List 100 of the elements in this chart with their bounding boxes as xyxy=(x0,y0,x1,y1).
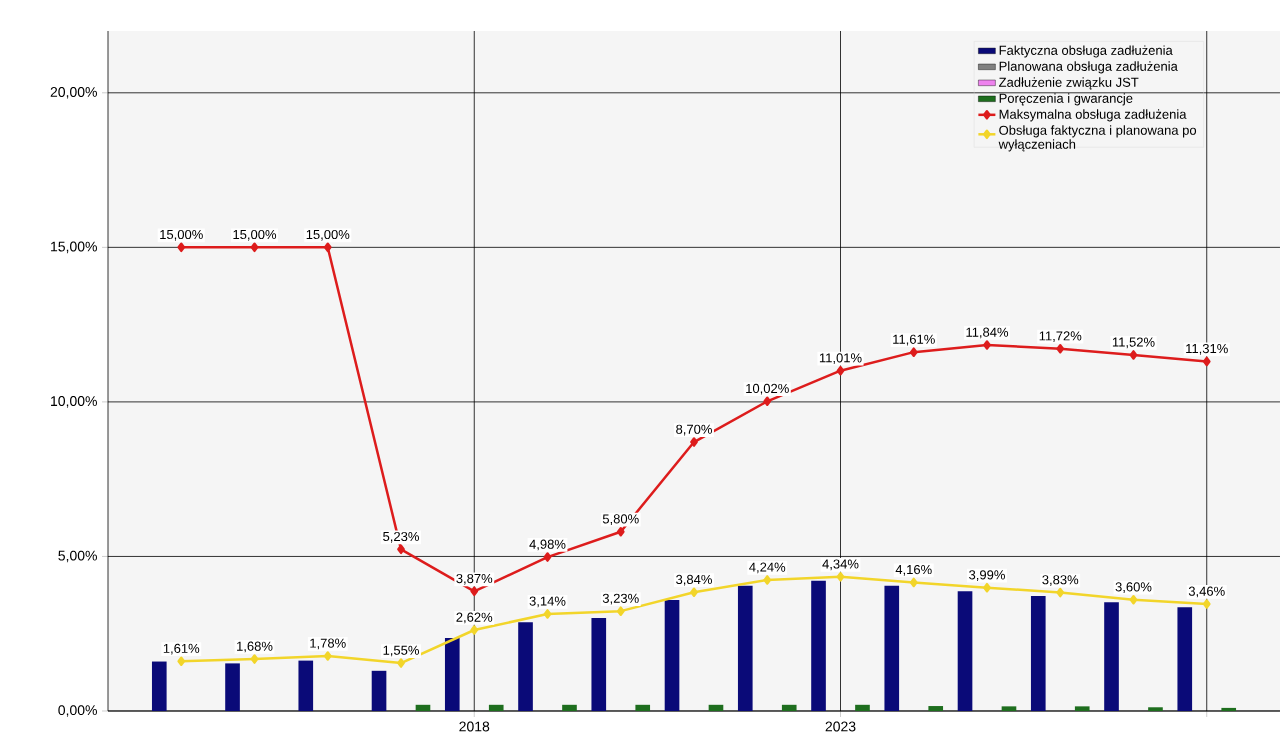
bar xyxy=(855,704,870,712)
legend-label: Zadłużenie związku JST xyxy=(999,77,1139,90)
point xyxy=(250,242,259,253)
point xyxy=(543,609,552,619)
data-label: 3,23% xyxy=(602,593,639,605)
data-label: 11,84% xyxy=(966,327,1009,339)
data-label: 5,80% xyxy=(602,514,639,526)
point xyxy=(397,544,405,555)
bar xyxy=(298,660,314,712)
point xyxy=(836,572,845,582)
point xyxy=(983,340,991,350)
data-label: 3,46% xyxy=(1188,586,1225,598)
bar xyxy=(488,704,504,712)
bar xyxy=(928,706,944,712)
data-label: 4,16% xyxy=(895,565,932,576)
point xyxy=(470,586,479,597)
bar xyxy=(1030,596,1046,712)
point xyxy=(177,242,186,253)
data-label: 3,14% xyxy=(529,596,566,608)
data-label: 15,00% xyxy=(160,230,203,241)
data-label: 4,98% xyxy=(529,539,566,551)
data-label: 1,61% xyxy=(163,643,200,655)
data-label: 11,52% xyxy=(1112,337,1155,349)
point xyxy=(323,242,332,253)
bar xyxy=(1177,607,1193,712)
point xyxy=(690,587,698,598)
data-label: 11,72% xyxy=(1039,331,1082,343)
bar xyxy=(371,670,387,712)
point xyxy=(616,527,625,537)
data-label: 5,23% xyxy=(383,532,419,543)
data-label: 11,01% xyxy=(819,353,862,365)
point xyxy=(763,396,772,407)
bar xyxy=(1148,707,1163,712)
bar xyxy=(1104,602,1119,712)
point xyxy=(397,658,405,668)
data-label: 4,24% xyxy=(749,562,786,574)
data-label: 10,02% xyxy=(746,383,789,395)
bar xyxy=(518,622,533,712)
point xyxy=(543,552,552,562)
point xyxy=(1202,599,1211,609)
data-label: 1,55% xyxy=(383,645,419,657)
point xyxy=(909,577,918,588)
data-label: 1,78% xyxy=(310,638,346,650)
point xyxy=(470,625,479,635)
point xyxy=(690,437,698,447)
point xyxy=(177,656,186,667)
point xyxy=(250,654,259,664)
data-label: 11,61% xyxy=(893,334,935,346)
bar xyxy=(1221,708,1237,712)
y-tick-label: 0,00% xyxy=(58,705,97,717)
data-label: 3,84% xyxy=(676,574,712,586)
bar xyxy=(415,704,431,712)
data-label: 3,60% xyxy=(1115,582,1152,594)
y-tick-label: 15,00% xyxy=(51,241,97,254)
x-tick-label: 2018 xyxy=(459,721,490,732)
point xyxy=(763,575,772,585)
legend-label: Obsługa faktyczna i planowana po wyłączeniach xyxy=(998,125,1197,152)
bar xyxy=(444,638,460,712)
point xyxy=(1129,595,1138,605)
data-label: 4,34% xyxy=(822,559,859,571)
data-label: 11,31% xyxy=(1186,344,1228,355)
data-label: 8,70% xyxy=(676,424,712,436)
bar xyxy=(781,704,797,712)
data-label: 2,62% xyxy=(456,612,493,624)
bar xyxy=(591,618,607,712)
data-label: 15,00% xyxy=(306,230,350,241)
point xyxy=(616,606,625,617)
bar xyxy=(737,585,753,712)
bar xyxy=(225,663,240,712)
bar xyxy=(708,704,724,712)
point xyxy=(909,347,918,357)
bar xyxy=(151,661,167,712)
legend-label: Poręczenia i gwarancje xyxy=(999,93,1133,106)
bar xyxy=(811,580,826,712)
data-label: 1,68% xyxy=(237,641,273,653)
bar xyxy=(1074,706,1090,712)
bar xyxy=(884,585,900,712)
point xyxy=(983,583,991,593)
bar xyxy=(635,704,651,712)
data-label: 3,99% xyxy=(969,570,1005,582)
y-tick-label: 20,00% xyxy=(50,87,97,99)
bar xyxy=(562,704,577,712)
point xyxy=(1056,587,1065,598)
legend-label: Faktyczna obsługa zadłużenia xyxy=(999,45,1173,58)
point xyxy=(836,366,845,376)
point xyxy=(1056,344,1065,354)
y-tick-label: 10,00% xyxy=(51,396,97,408)
bar xyxy=(1001,706,1017,712)
bar xyxy=(664,600,680,712)
point xyxy=(1202,356,1211,367)
y-tick-label: 5,00% xyxy=(58,550,97,563)
bar xyxy=(957,591,973,712)
x-tick-label: 2023 xyxy=(825,721,856,732)
legend-label: Planowana obsługa zadłużenia xyxy=(999,61,1178,74)
data-label: 15,00% xyxy=(233,230,277,241)
legend-label: Maksymalna obsługa zadłużenia xyxy=(999,109,1187,122)
point xyxy=(323,651,332,661)
data-label: 3,83% xyxy=(1042,575,1079,587)
point xyxy=(1129,350,1138,360)
data-label: 3,87% xyxy=(456,574,493,585)
